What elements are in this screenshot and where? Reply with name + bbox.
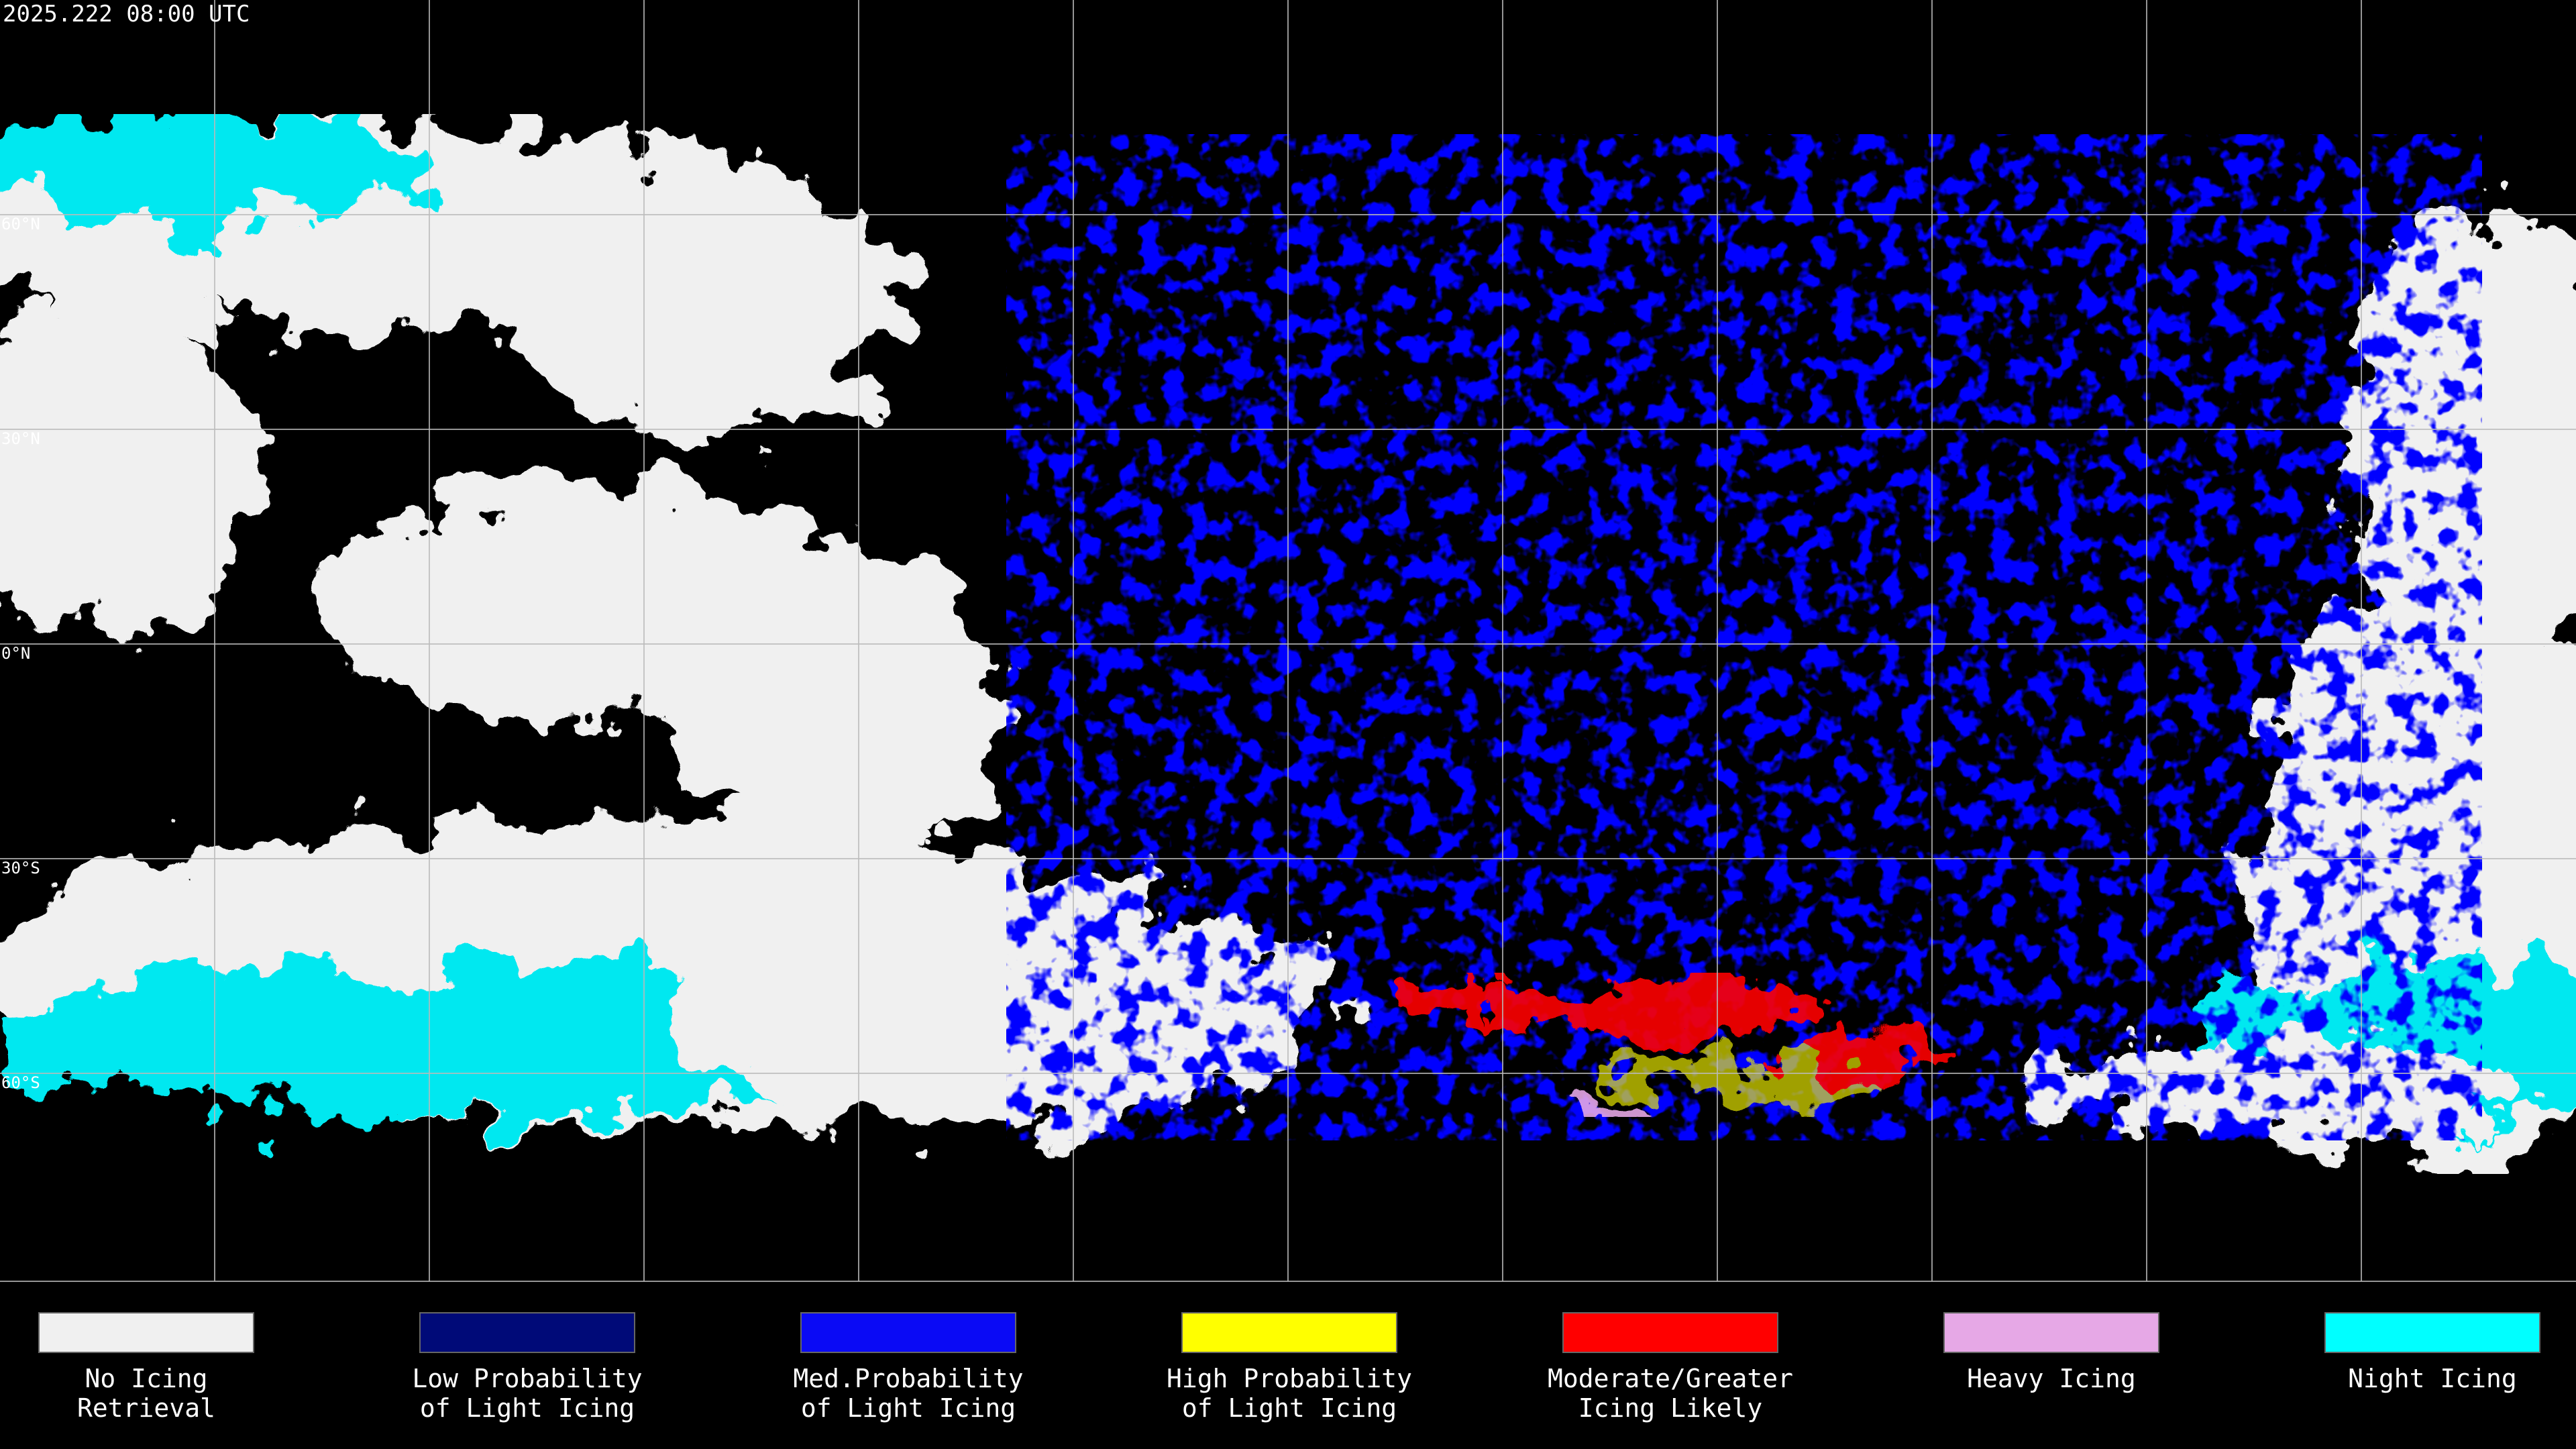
legend-label: Med.Probability — [793, 1364, 1023, 1393]
latitude-label: 60°N — [1, 215, 40, 233]
legend-swatch — [1181, 1312, 1397, 1353]
legend-label: of Light Icing — [1182, 1393, 1397, 1423]
icing-field-east — [1006, 134, 2482, 1140]
latitude-labels: 60°N 30°N 0°N 30°S 60°S — [1, 215, 40, 1092]
legend-label: Retrieval — [77, 1393, 215, 1423]
legend-label: Heavy Icing — [1967, 1364, 2136, 1393]
timestamp: 2025.222 08:00 UTC — [3, 1, 250, 28]
icing-hotspots — [1389, 973, 1959, 1117]
graticule — [0, 0, 2576, 1281]
legend-swatch — [1562, 1312, 1778, 1353]
legend-label: Moderate/Greater — [1548, 1364, 1793, 1393]
legend-label: of Light Icing — [801, 1393, 1016, 1423]
latitude-label: 60°S — [1, 1073, 40, 1092]
latitude-label: 30°N — [1, 429, 40, 448]
legend-label: Low Probability — [412, 1364, 642, 1393]
legend-label: High Probability — [1167, 1364, 1412, 1393]
legend-swatch — [38, 1312, 254, 1353]
legend-label: Icing Likely — [1578, 1393, 1763, 1423]
legend-swatch — [2324, 1312, 2540, 1353]
latitude-label: 30°S — [1, 859, 40, 877]
legend-swatch — [419, 1312, 635, 1353]
legend-label: Night Icing — [2348, 1364, 2517, 1393]
legend-swatch — [800, 1312, 1016, 1353]
legend-label: No Icing — [85, 1364, 207, 1393]
legend-swatch — [1943, 1312, 2159, 1353]
legend-label: of Light Icing — [420, 1393, 635, 1423]
latitude-label: 0°N — [1, 644, 30, 663]
